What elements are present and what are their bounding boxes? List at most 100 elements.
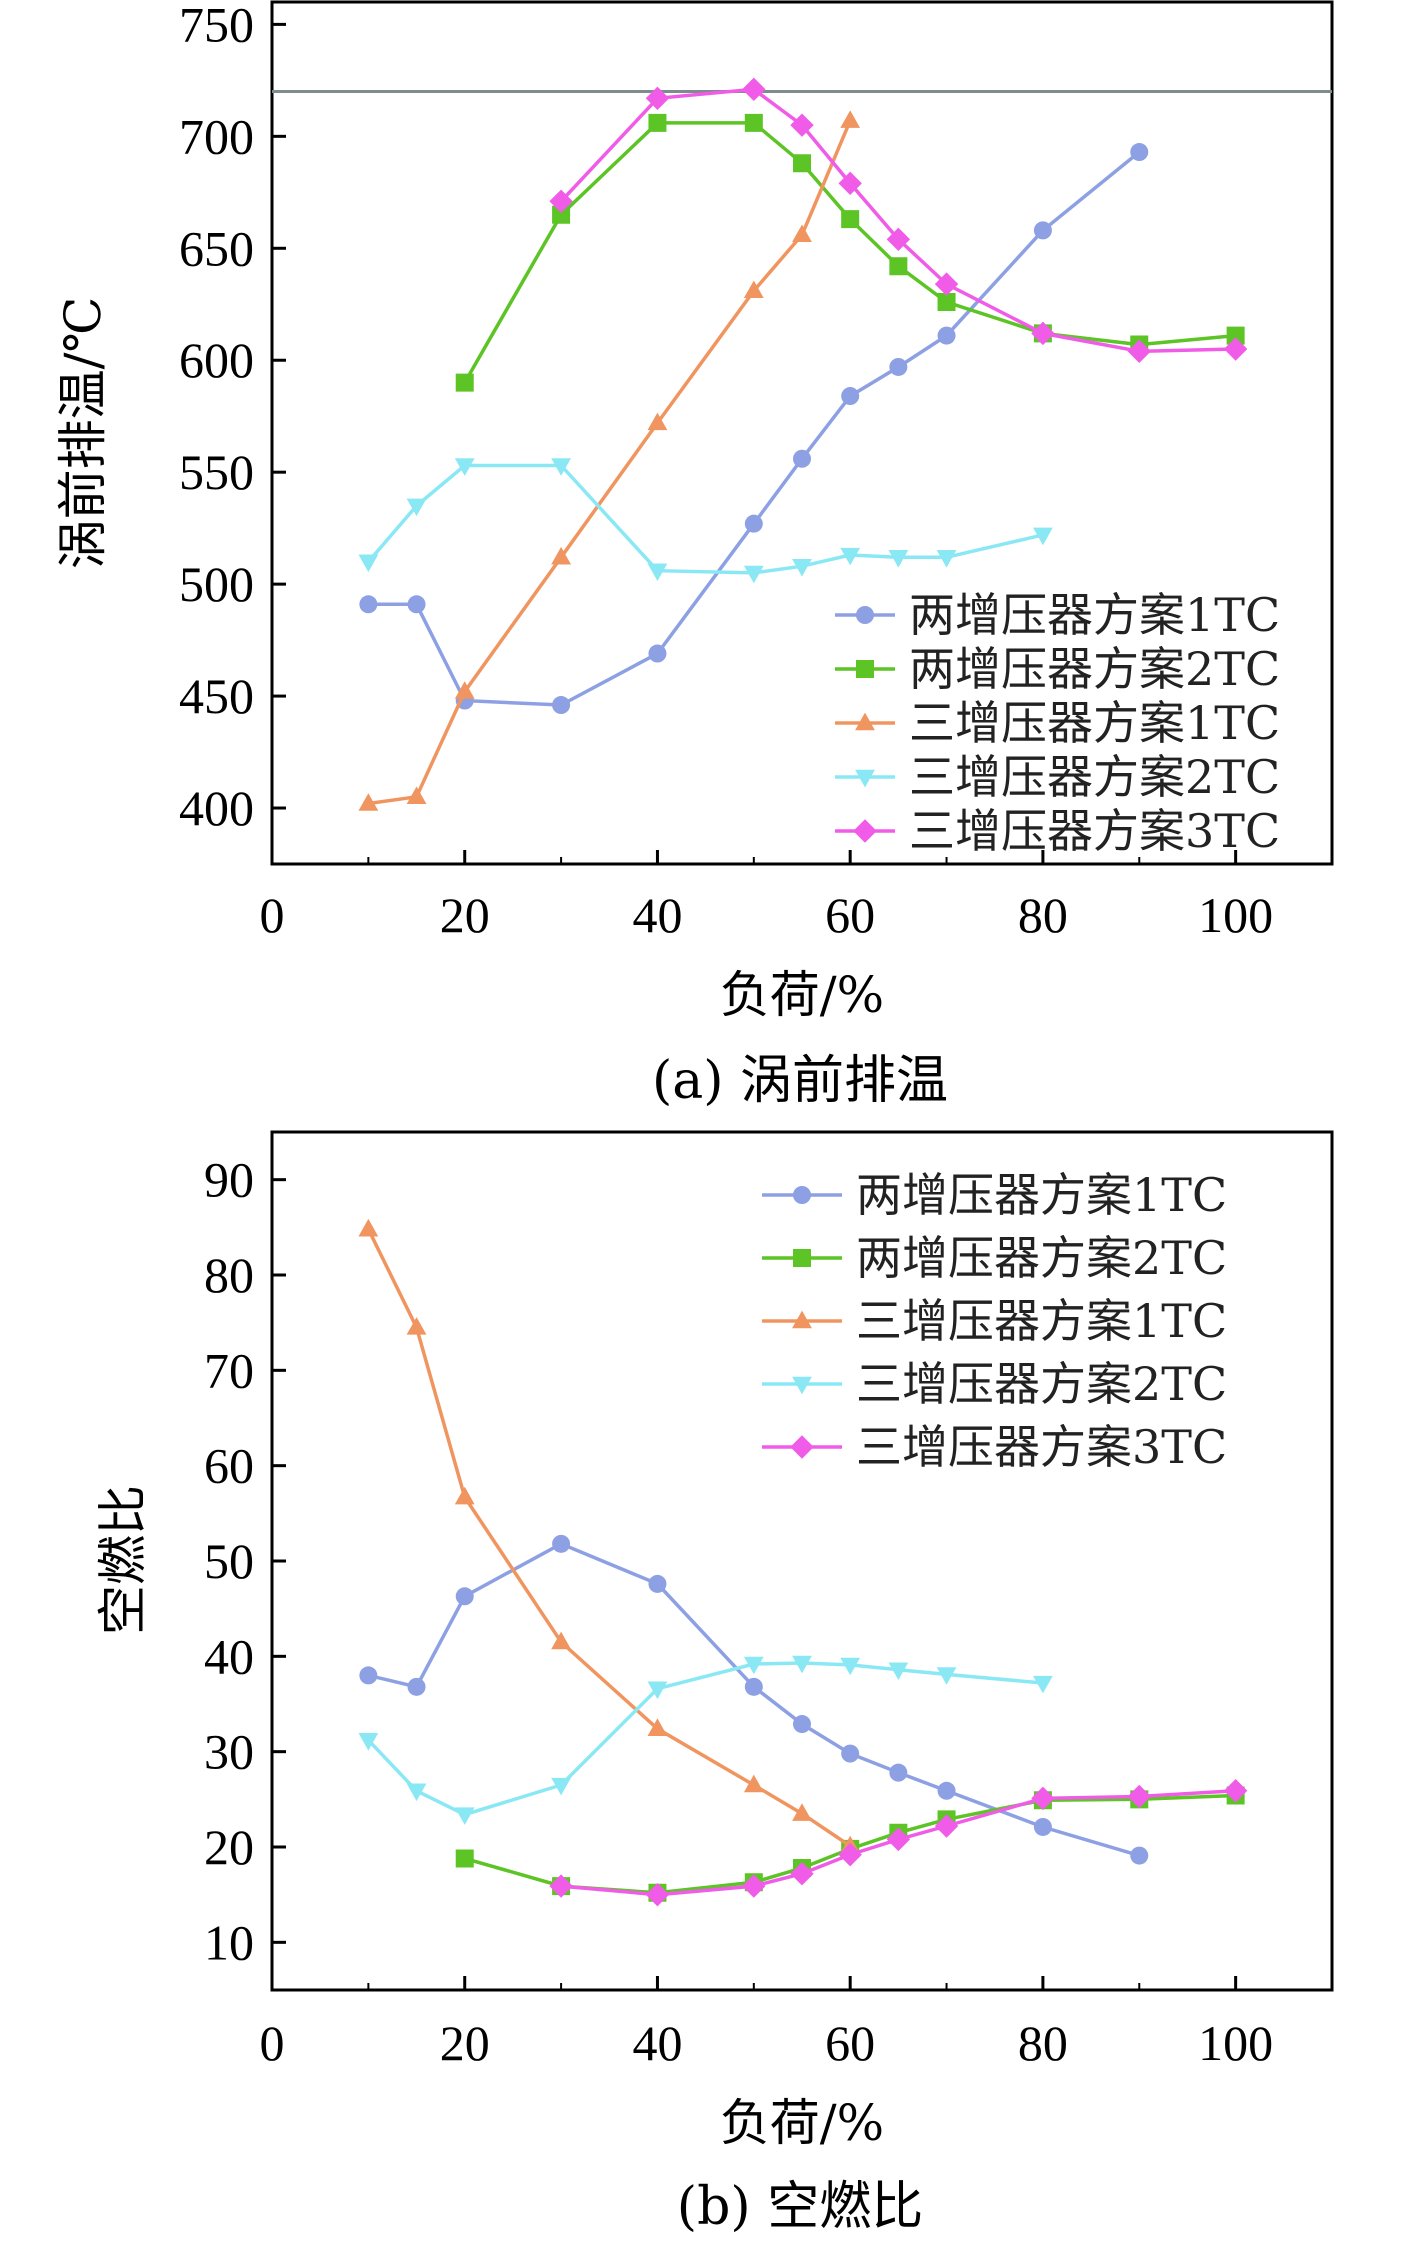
data-point bbox=[937, 1781, 956, 1800]
data-point bbox=[454, 1807, 475, 1825]
legend: 两增压器方案1TC两增压器方案2TC三增压器方案1TC三增压器方案2TC三增压器… bbox=[762, 1168, 1227, 1474]
series-line bbox=[367, 1541, 1140, 1858]
data-point bbox=[792, 1803, 812, 1821]
data-point bbox=[455, 373, 474, 392]
data-point bbox=[647, 1681, 668, 1700]
y-tick-label: 750 bbox=[179, 0, 254, 52]
data-point bbox=[792, 1655, 812, 1674]
x-tick-label: 0 bbox=[260, 2015, 285, 2071]
chart-exhaust-temperature: 0 20 40 60 80 100 400 450 500 550 600 650 700 750 两增压器… bbox=[54, 0, 1334, 1111]
data-point bbox=[454, 1486, 475, 1505]
legend-label: 两增压器方案1TC bbox=[909, 588, 1280, 642]
legend-label: 两增压器方案2TC bbox=[909, 642, 1280, 696]
series-4 bbox=[358, 458, 1053, 584]
y-tick-label: 600 bbox=[179, 332, 254, 388]
data-point bbox=[551, 1631, 571, 1650]
y-tick-label: 650 bbox=[179, 220, 254, 276]
data-point bbox=[549, 189, 573, 213]
data-point bbox=[552, 205, 571, 224]
series-line bbox=[368, 120, 852, 806]
data-point bbox=[645, 1882, 670, 1907]
series-1 bbox=[359, 1534, 1149, 1865]
data-point bbox=[552, 696, 571, 715]
x-tick-label: 20 bbox=[440, 2015, 490, 2071]
legend-marker bbox=[792, 1376, 812, 1395]
data-point bbox=[840, 547, 861, 566]
data-point bbox=[840, 1657, 861, 1676]
series-5 bbox=[549, 1779, 1248, 1907]
legend-label: 三增压器方案2TC bbox=[909, 750, 1280, 804]
figure-caption: (b) 空燃比 bbox=[677, 2177, 923, 2237]
data-point bbox=[648, 644, 667, 663]
data-point bbox=[886, 227, 911, 252]
legend-marker bbox=[856, 606, 874, 624]
legend-marker bbox=[853, 819, 877, 843]
series-line bbox=[366, 1228, 852, 1848]
data-point bbox=[647, 563, 668, 582]
legend-marker bbox=[855, 769, 875, 788]
data-point bbox=[934, 272, 959, 296]
y-tick-label: 50 bbox=[204, 1533, 254, 1589]
data-point bbox=[1033, 1675, 1053, 1694]
legend-marker bbox=[793, 1249, 811, 1267]
data-point bbox=[455, 1849, 474, 1868]
data-point bbox=[744, 113, 763, 132]
x-tick-label: 60 bbox=[825, 887, 875, 943]
data-point bbox=[888, 1662, 909, 1681]
data-point bbox=[406, 786, 427, 805]
legend-label: 两增压器方案1TC bbox=[856, 1168, 1227, 1222]
y-tick-label: 10 bbox=[204, 1914, 254, 1970]
data-point bbox=[792, 559, 812, 577]
data-point bbox=[841, 210, 860, 229]
data-point bbox=[743, 280, 764, 299]
data-point bbox=[1031, 1786, 1055, 1811]
series-3 bbox=[358, 110, 861, 811]
figure-caption: (a) 涡前排温 bbox=[652, 1051, 948, 1111]
x-tick-label: 100 bbox=[1198, 887, 1273, 943]
x-tick-label: 0 bbox=[260, 887, 285, 943]
y-tick-label: 550 bbox=[179, 444, 254, 500]
data-point bbox=[841, 1744, 860, 1763]
legend-label: 三增压器方案2TC bbox=[856, 1357, 1227, 1411]
data-point bbox=[1033, 1817, 1052, 1836]
x-tick-label: 60 bbox=[825, 2015, 875, 2071]
data-point bbox=[889, 257, 908, 276]
legend-label: 三增压器方案1TC bbox=[909, 696, 1280, 750]
y-tick-label: 90 bbox=[204, 1152, 254, 1208]
series-line bbox=[463, 121, 1236, 384]
data-point bbox=[790, 113, 814, 137]
data-point bbox=[937, 326, 956, 345]
legend: 两增压器方案1TC两增压器方案2TC三增压器方案1TC三增压器方案2TC三增压器… bbox=[835, 588, 1280, 858]
legend-marker bbox=[855, 712, 875, 731]
data-point bbox=[1033, 527, 1053, 546]
data-point bbox=[358, 554, 379, 573]
data-point bbox=[1130, 1846, 1149, 1865]
data-point bbox=[549, 1874, 573, 1898]
data-point bbox=[1033, 221, 1052, 240]
x-axis-title: 负荷/% bbox=[720, 2094, 884, 2152]
data-point bbox=[886, 1827, 911, 1852]
series-line bbox=[368, 150, 1141, 707]
data-point bbox=[647, 412, 668, 431]
series-line bbox=[559, 87, 1236, 354]
data-point bbox=[793, 1715, 811, 1734]
x-tick-label: 20 bbox=[440, 887, 490, 943]
data-point bbox=[744, 1677, 763, 1696]
data-point bbox=[1226, 326, 1245, 345]
legend-marker bbox=[856, 660, 874, 678]
data-point bbox=[551, 546, 571, 565]
series-1 bbox=[359, 143, 1149, 715]
data-point bbox=[1223, 1779, 1248, 1803]
data-point bbox=[358, 1218, 379, 1237]
data-point bbox=[838, 171, 862, 196]
x-tick-label: 80 bbox=[1018, 887, 1068, 943]
y-axis-title: 涡前排温/℃ bbox=[54, 297, 112, 570]
data-point bbox=[742, 1874, 766, 1898]
data-point bbox=[792, 224, 812, 243]
data-point bbox=[1130, 143, 1149, 162]
y-tick-label: 400 bbox=[179, 780, 254, 836]
data-point bbox=[454, 458, 475, 476]
y-tick-label: 30 bbox=[204, 1724, 254, 1780]
y-tick-label: 60 bbox=[204, 1438, 254, 1494]
